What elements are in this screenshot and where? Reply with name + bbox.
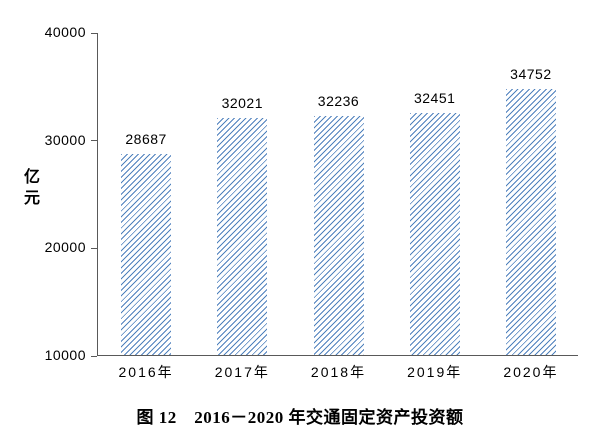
bar-value-label: 34752 [510,66,552,82]
figure-caption: 图 12 2016－2020 年交通固定资产投资额 [136,408,464,427]
y-axis-unit-label: 亿元 [23,169,40,207]
bar-2019年 [409,113,460,355]
bar-value-label: 32021 [221,95,264,111]
bar-2020年 [505,89,556,355]
x-axis-tick-label: 2020年 [503,364,559,380]
bar-value-label: 28687 [125,131,167,147]
bar-2018年 [313,116,364,355]
y-axis-tick-mark [91,355,97,357]
bar-2016年 [121,154,172,355]
y-axis-tick-label: 40000 [44,24,86,40]
y-axis-tick-label: 30000 [44,131,86,148]
bar-2017年 [217,118,268,355]
y-axis-tick-mark [91,32,97,34]
x-axis-tick-label: 2018年 [310,364,367,380]
y-axis-tick-mark [91,140,97,142]
plot-area: 28687 2016年 32021 2017年 32236 2018年 32451 2019年… [91,32,578,380]
x-axis-tick-label: 2017年 [214,364,270,380]
y-axis-tick-label: 10000 [44,347,86,363]
y-axis-tick-label: 20000 [44,239,86,256]
bar-value-label: 32236 [317,93,360,109]
x-axis-tick-label: 2016年 [118,364,174,380]
y-axis-tick-mark [91,247,97,249]
x-axis-tick-label: 2019年 [407,364,463,380]
bar-value-label: 32451 [413,90,456,106]
